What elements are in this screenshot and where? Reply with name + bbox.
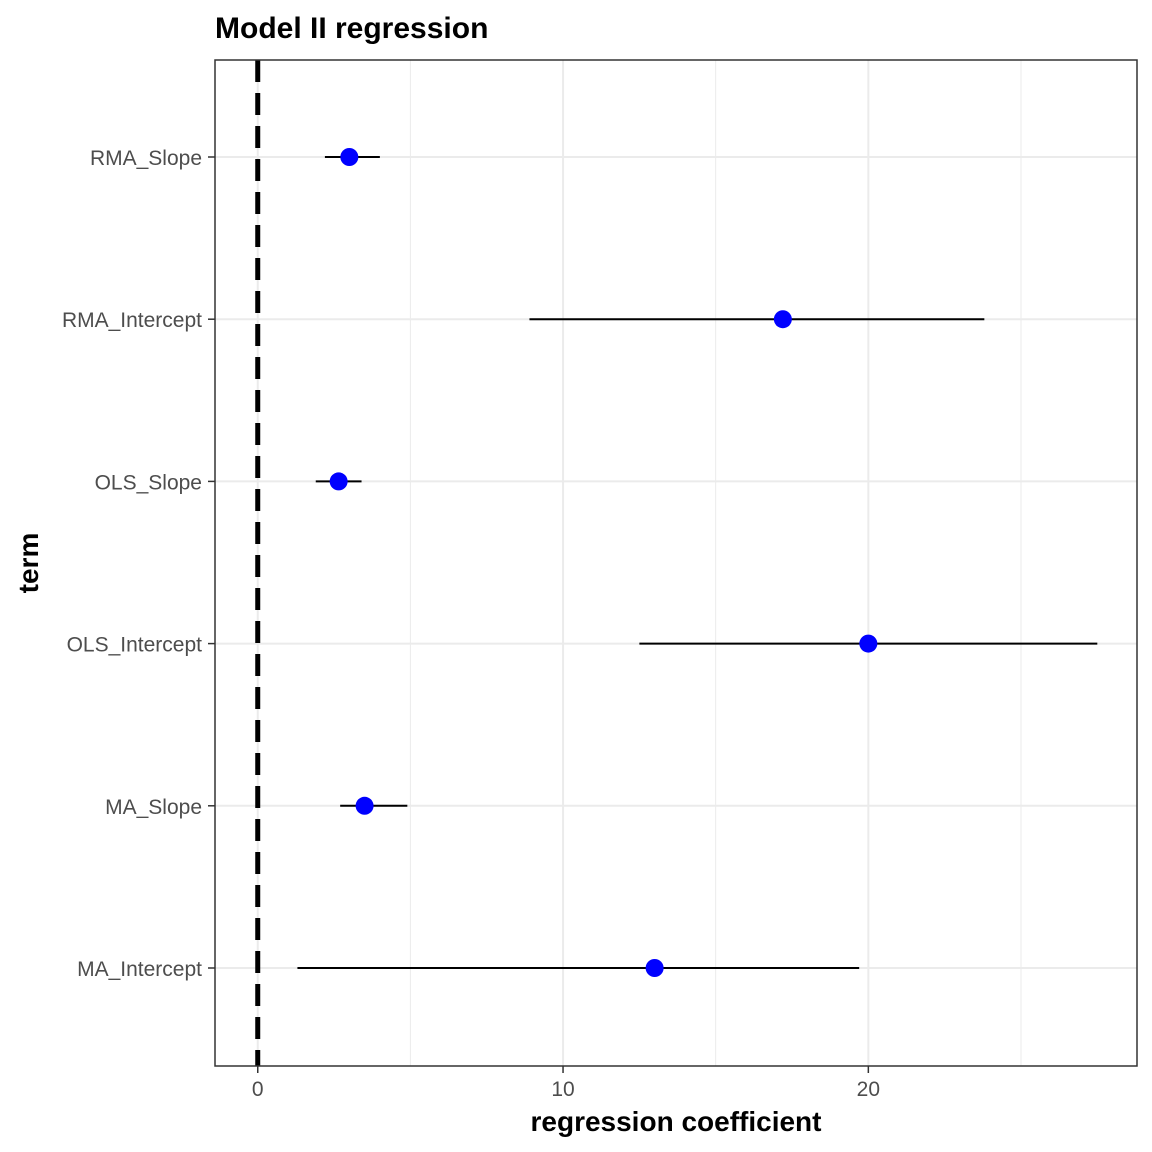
plot-panel-border: [214, 59, 1138, 1067]
y-tick-label: RMA_Slope: [90, 147, 202, 170]
x-tick-label: 10: [551, 1078, 574, 1101]
point-ma-intercept: [645, 959, 664, 977]
point-ols-intercept: [859, 634, 878, 653]
x-axis-title: regression coefficient: [531, 1106, 822, 1137]
x-axis: 0 10 20: [252, 1066, 880, 1101]
y-tick-label: RMA_Intercept: [62, 309, 202, 332]
x-tick-label: 0: [252, 1078, 264, 1101]
point-rma-intercept: [773, 310, 792, 329]
plot-grid: [215, 60, 1137, 1066]
y-tick-label: OLS_Intercept: [67, 634, 203, 657]
plot-marks: [297, 148, 1098, 977]
y-tick-label: MA_Slope: [105, 796, 202, 819]
point-rma-slope: [340, 148, 359, 166]
x-tick-label: 20: [857, 1078, 880, 1101]
y-tick-label: OLS_Slope: [95, 471, 202, 494]
chart-title: Model II regression: [215, 12, 488, 45]
point-ma-slope: [355, 796, 374, 815]
y-axis-title: term: [13, 533, 44, 594]
y-tick-label: MA_Intercept: [77, 958, 202, 981]
y-axis: MA_Intercept MA_Slope OLS_Intercept OLS_Slo…: [62, 147, 215, 981]
point-ols-slope: [329, 472, 348, 491]
